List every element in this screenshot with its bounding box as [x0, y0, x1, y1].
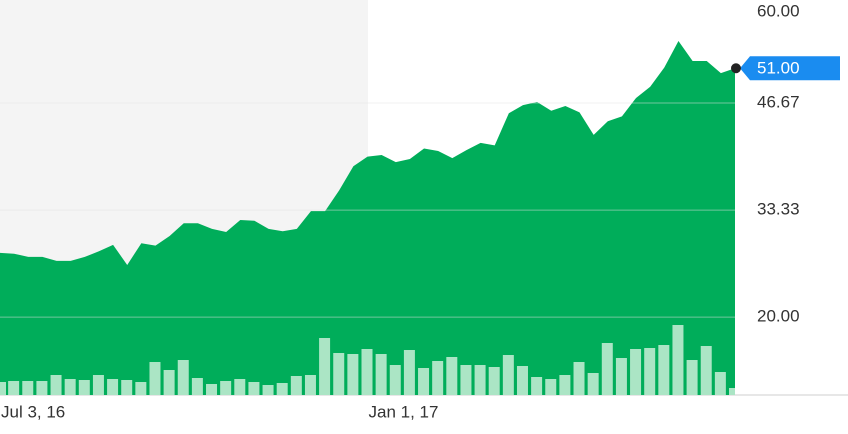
last-price-dot: [731, 63, 741, 74]
volume-bar: [177, 360, 189, 395]
y-tick-label: 60.00: [757, 1, 800, 20]
volume-bar: [375, 354, 387, 395]
price-area: [0, 40, 735, 395]
volume-bar: [446, 357, 458, 395]
volume-bar: [64, 379, 76, 395]
volume-bar: [361, 349, 373, 395]
volume-bar: [573, 362, 585, 395]
volume-bar: [276, 383, 288, 395]
volume-bar: [107, 379, 119, 395]
volume-bar: [502, 355, 514, 395]
volume-bar: [135, 382, 147, 395]
volume-bar: [700, 346, 712, 395]
volume-bar: [686, 360, 698, 395]
volume-bar: [347, 354, 359, 395]
volume-bar: [729, 388, 735, 395]
volume-bar: [658, 345, 670, 395]
last-price-label: 51.00: [757, 59, 800, 78]
volume-bar: [474, 365, 486, 395]
y-tick-label: 46.67: [757, 92, 800, 111]
volume-bar: [531, 377, 543, 395]
volume-bar: [601, 343, 613, 395]
volume-bar: [22, 381, 34, 395]
y-tick-label: 33.33: [757, 200, 800, 219]
volume-bar: [587, 373, 599, 395]
volume-bar: [290, 376, 302, 395]
volume-bar: [389, 365, 401, 395]
volume-bar: [220, 381, 232, 395]
volume-bar: [615, 358, 627, 395]
volume-bar: [644, 348, 656, 395]
volume-bar: [149, 362, 161, 395]
volume-bar: [319, 338, 331, 395]
volume-bar: [191, 378, 203, 395]
volume-bar: [672, 325, 684, 395]
price-tag: [740, 56, 840, 81]
volume-bar: [432, 361, 444, 395]
x-tick-label: Jul 3, 16: [1, 402, 65, 421]
volume-bar: [545, 379, 557, 395]
volume-bar: [121, 380, 133, 395]
volume-bar: [36, 381, 48, 395]
volume-bar: [333, 353, 345, 395]
volume-bar: [206, 384, 218, 395]
volume-bar: [559, 375, 571, 395]
volume-bar: [234, 379, 246, 395]
volume-bar: [262, 385, 274, 395]
volume-bar: [248, 382, 260, 395]
volume-bar: [304, 375, 316, 395]
volume-bar: [92, 375, 104, 395]
volume-bar: [488, 367, 500, 395]
volume-bar: [516, 366, 528, 395]
y-tick-label: 20.00: [757, 307, 800, 326]
volume-bar: [460, 365, 472, 395]
volume-bar: [78, 380, 90, 395]
volume-bar: [50, 375, 62, 395]
volume-bar: [630, 349, 642, 395]
volume-bar: [8, 381, 20, 395]
volume-bar: [403, 350, 415, 395]
volume-bar: [163, 370, 175, 395]
x-tick-label: Jan 1, 17: [369, 402, 439, 421]
volume-bar: [0, 382, 6, 395]
volume-bar: [418, 368, 430, 395]
volume-bar: [714, 372, 726, 395]
